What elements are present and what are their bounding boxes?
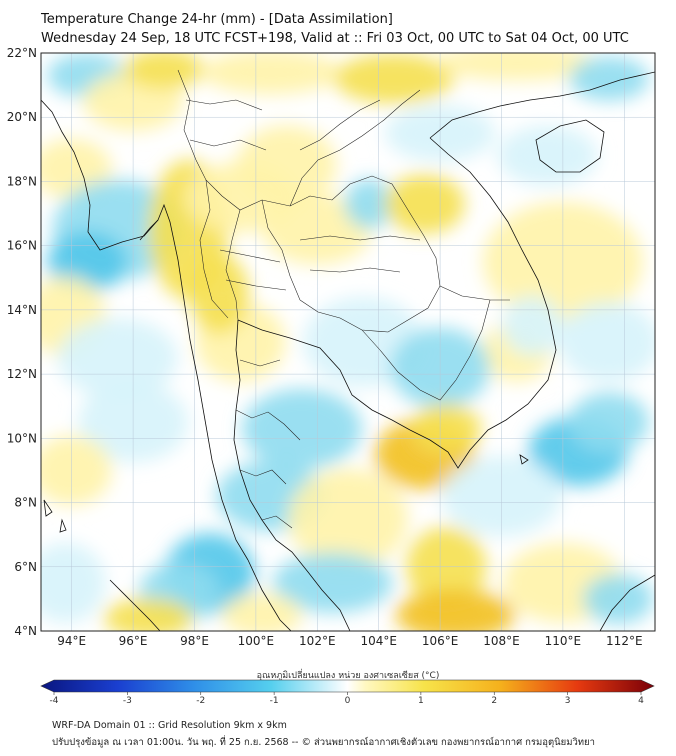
field-blob: [272, 552, 393, 613]
field-blob: [497, 125, 598, 186]
field-blob: [189, 253, 250, 334]
colorbar-tick-label: -4: [50, 696, 59, 706]
field-blob: [241, 388, 362, 469]
field-blob: [41, 435, 112, 506]
field-blob: [568, 392, 649, 453]
model-info: WRF-DA Domain 01 :: Grid Resolution 9km …: [52, 720, 287, 731]
lat-tick-label: 18°N: [7, 174, 37, 188]
lat-tick-label: 6°N: [14, 560, 37, 574]
lat-tick-label: 8°N: [14, 496, 37, 510]
field-blob: [123, 53, 204, 90]
field-blob: [583, 573, 654, 624]
lon-tick-label: 108°E: [483, 634, 520, 648]
map-title: Temperature Change 24-hr (mm) - [Data As…: [41, 12, 393, 27]
field-blob: [395, 589, 516, 631]
graticule: [41, 53, 655, 631]
credit-line: ปรับปรุงข้อมูล ณ เวลา 01:00น. วัน พฤ. ที…: [52, 737, 595, 748]
lon-tick-label: 110°E: [545, 634, 582, 648]
lon-tick-label: 96°E: [119, 634, 148, 648]
coastlines: [41, 71, 655, 631]
latitude-labels: 22°N 20°N 18°N 16°N 14°N 12°N 10°N 8°N 6°N 4°N: [7, 46, 37, 638]
lat-tick-label: 20°N: [7, 110, 37, 124]
colorbar-ticks: -4 -3 -2 -1 0 1 2 3 4: [50, 692, 644, 706]
colorbar-tick-label: -3: [123, 696, 132, 706]
field-blob: [41, 542, 106, 623]
colorbar-tick-label: 0: [345, 696, 351, 706]
colorbar-tick-label: 1: [418, 696, 424, 706]
colorbar: [40, 679, 655, 693]
field-blob: [502, 295, 563, 356]
field-blob: [288, 468, 408, 569]
map-subtitle: Wednesday 24 Sep, 18 UTC FCST+198, Valid…: [41, 31, 629, 46]
lon-tick-label: 100°E: [238, 634, 275, 648]
lat-tick-label: 10°N: [7, 431, 37, 445]
lat-tick-label: 14°N: [7, 303, 37, 317]
field-blob: [236, 125, 337, 206]
field-blob: [384, 173, 465, 234]
lon-tick-label: 106°E: [422, 634, 459, 648]
lon-tick-label: 102°E: [299, 634, 336, 648]
colorbar-tick-label: 2: [491, 696, 497, 706]
field-blob: [558, 302, 655, 382]
field-blob: [201, 53, 342, 95]
colorbar-tick-label: -1: [270, 696, 279, 706]
field-blob: [57, 318, 178, 399]
lon-tick-label: 112°E: [606, 634, 643, 648]
lat-tick-label: 22°N: [7, 46, 37, 60]
lat-tick-label: 16°N: [7, 239, 37, 253]
lat-tick-label: 4°N: [14, 624, 37, 638]
colorbar-tick-label: 3: [565, 696, 571, 706]
colorbar-label: อุณหภูมิเปลี่ยนแปลง หน่วย องศาเซลเซียส (…: [257, 668, 440, 681]
field-blob: [568, 56, 649, 101]
field-blob: [344, 178, 395, 229]
field-blob: [411, 403, 482, 454]
province-borders: [177, 69, 510, 529]
colorbar-tick-label: -2: [196, 696, 205, 706]
colorbar-tick-label: 4: [638, 696, 644, 706]
field-blob: [103, 598, 194, 631]
longitude-labels: 94°E 96°E 98°E 100°E 102°E 104°E 106°E 108°E 110…: [57, 634, 642, 648]
map-frame: [40, 52, 656, 632]
lon-tick-label: 104°E: [360, 634, 397, 648]
temperature-field: [41, 53, 655, 631]
field-blob: [334, 53, 455, 104]
field-blob: [436, 53, 597, 81]
lon-tick-label: 98°E: [180, 634, 209, 648]
lat-tick-label: 12°N: [7, 367, 37, 381]
lon-tick-label: 94°E: [57, 634, 86, 648]
